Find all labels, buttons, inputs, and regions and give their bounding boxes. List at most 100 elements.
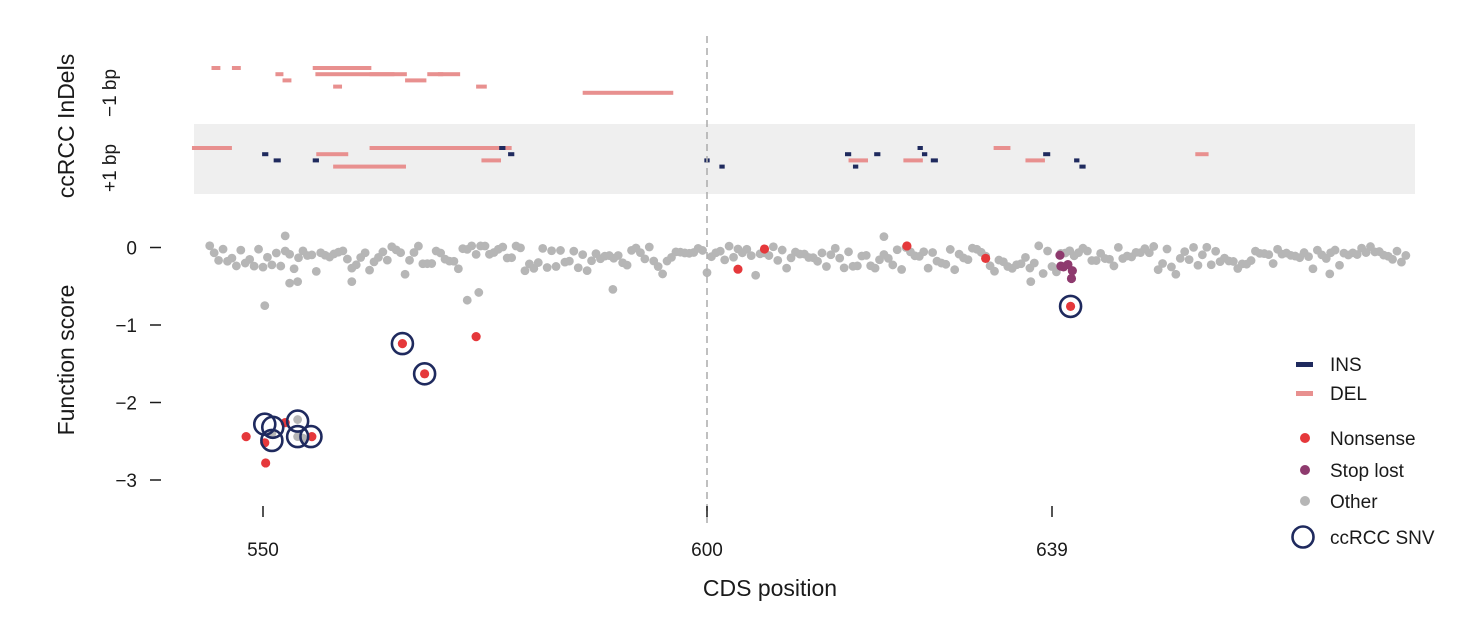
point-nonsense: [241, 432, 251, 442]
point-other: [1029, 258, 1039, 268]
point-other: [768, 242, 778, 252]
point-other: [782, 263, 792, 273]
point-other: [453, 264, 463, 274]
insertion-bar-plus1: [1074, 158, 1080, 163]
point-other: [861, 250, 871, 260]
point-other: [1034, 241, 1044, 251]
point-other: [254, 244, 263, 254]
point-other: [892, 245, 902, 255]
point-other: [941, 259, 951, 269]
point-other: [636, 248, 645, 258]
point-other: [338, 246, 348, 256]
point-other: [715, 246, 725, 256]
point-other: [382, 255, 392, 265]
legend-del-label: DEL: [1330, 384, 1367, 405]
point-other: [724, 241, 734, 251]
point-other: [720, 255, 730, 265]
point-other: [613, 251, 623, 260]
point-other: [1352, 250, 1362, 259]
point-other: [280, 231, 290, 241]
point-nonsense: [981, 253, 991, 263]
point-other: [263, 252, 272, 262]
deletion-bar-plus1: [481, 158, 501, 163]
scatter-panel: [205, 231, 1411, 468]
point-other: [883, 253, 893, 263]
point-other: [1397, 257, 1406, 267]
point-other: [1304, 252, 1313, 262]
point-other: [888, 260, 898, 270]
point-other: [311, 266, 321, 276]
legend-other-marker: [1300, 496, 1310, 506]
ccrcc-snv-ring: [412, 362, 437, 386]
point-other: [474, 288, 484, 297]
point-other: [990, 266, 999, 276]
point-other: [742, 244, 752, 254]
deletion-bar-minus1: [369, 72, 395, 77]
deletion-bar-plus1: [191, 146, 232, 150]
deletion-bar-plus1: [1195, 152, 1209, 157]
point-other: [520, 266, 530, 276]
point-other: [1113, 242, 1123, 252]
point-other: [1335, 260, 1344, 270]
deletion-bar-plus1: [1025, 158, 1045, 163]
legend-stop-lost-label: Stop lost: [1330, 461, 1405, 482]
point-other: [870, 263, 880, 273]
point-other: [214, 256, 224, 265]
point-other: [826, 250, 836, 260]
y-tick-label: 0: [126, 239, 137, 260]
point-other: [436, 248, 445, 258]
point-other: [556, 246, 565, 255]
ccrcc-snv-ring: [285, 424, 310, 449]
point-other: [1189, 242, 1198, 252]
point-other: [897, 265, 907, 274]
point-other: [351, 260, 361, 270]
point-other: [569, 246, 579, 256]
deletion-bar-minus1: [211, 66, 221, 70]
legend-ccrcc-snv-marker: [1291, 525, 1315, 549]
y-tick-label: −3: [115, 471, 137, 492]
point-other: [839, 263, 849, 273]
point-other: [258, 262, 268, 272]
point-stop-lost: [1067, 266, 1077, 276]
point-other: [813, 256, 822, 266]
point-other: [285, 278, 295, 288]
y-tick-label: −1: [115, 316, 137, 337]
deletion-bar-minus1: [315, 72, 407, 77]
point-nonsense: [397, 339, 408, 349]
point-other: [1401, 251, 1411, 260]
point-other: [396, 248, 406, 258]
legend-stop-lost-marker: [1300, 465, 1310, 475]
y-axis-title: Function score: [53, 285, 79, 436]
point-other: [852, 261, 862, 271]
point-other: [414, 241, 423, 251]
point-other: [342, 254, 352, 264]
point-other: [822, 262, 831, 271]
point-other: [1043, 246, 1052, 256]
point-other: [1392, 246, 1402, 256]
point-other: [963, 255, 973, 265]
point-other: [245, 254, 255, 264]
point-other: [1180, 247, 1190, 256]
point-other: [276, 261, 286, 271]
legend-del-marker: [1296, 391, 1313, 396]
point-other: [1162, 244, 1172, 254]
deletion-bar-minus1: [437, 72, 461, 77]
point-nonsense: [1065, 301, 1076, 311]
legend: INS DEL Nonsense Stop lost Other ccRCC SNV: [1291, 355, 1435, 549]
deletion-bar-minus1: [275, 72, 284, 77]
point-other: [551, 262, 561, 271]
point-other: [405, 255, 414, 265]
point-other: [1158, 259, 1167, 268]
deletion-bar-plus1: [333, 164, 406, 169]
point-other: [267, 260, 277, 270]
point-other: [622, 260, 632, 270]
point-stop-lost: [1066, 273, 1077, 284]
insertion-bar-plus1: [262, 152, 269, 157]
point-other: [236, 245, 246, 255]
point-other: [587, 256, 596, 266]
point-other: [729, 252, 738, 262]
point-other: [608, 284, 618, 294]
deletion-bar-plus1: [993, 146, 1011, 150]
point-other: [835, 253, 845, 263]
point-other: [462, 295, 472, 305]
